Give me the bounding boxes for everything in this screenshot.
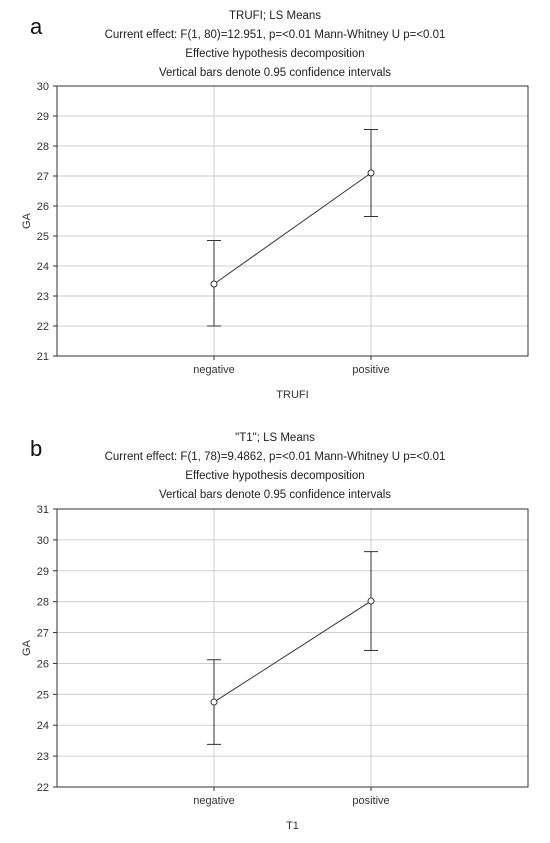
data-point: [210, 280, 218, 288]
x-axis-label: T1: [286, 820, 299, 832]
x-tick-label: negative: [193, 795, 235, 807]
chart-subtitle-ci: Vertical bars denote 0.95 confidence int…: [158, 67, 392, 79]
x-axis-label: TRUFI: [276, 389, 308, 401]
chart-title-block: TRUFI; LS Means Current effect: F(1, 80)…: [0, 7, 550, 83]
y-tick-label: 25: [37, 689, 49, 701]
data-point: [367, 169, 375, 177]
chart-a-svg: 21 22 23 24 25 26 27 28 29 30 negative positive TRUF…: [21, 81, 529, 401]
series-line: [213, 172, 372, 285]
chart-title: TRUFI; LS Means: [228, 10, 322, 22]
y-tick-label: 22: [37, 321, 49, 333]
data-point: [367, 597, 375, 605]
y-tick-label: 24: [37, 720, 49, 732]
y-tick-label: 31: [37, 504, 49, 516]
y-tick-label: 28: [37, 597, 49, 609]
y-axis-label: GA: [21, 212, 33, 229]
panel-letter: a: [30, 14, 43, 39]
x-tick-label: positive: [352, 364, 389, 376]
x-tick-label: negative: [193, 364, 235, 376]
y-axis-label: GA: [21, 639, 33, 656]
y-tick-label: 30: [37, 535, 49, 547]
series-line: [213, 600, 372, 703]
chart-subtitle-effect: Current effect: F(1, 78)=9.4862, p=<0.01…: [104, 451, 446, 463]
data-point: [210, 698, 218, 706]
y-tick-label: 25: [37, 231, 49, 243]
chart-subtitle-ci: Vertical bars denote 0.95 confidence int…: [158, 489, 392, 501]
y-tick-label: 29: [37, 111, 49, 123]
panel-letter: b: [30, 436, 43, 461]
y-tick-label: 23: [37, 291, 49, 303]
y-tick-label: 28: [37, 141, 49, 153]
chart-subtitle-decomposition: Effective hypothesis decomposition: [185, 470, 365, 482]
y-tick-label: 30: [37, 81, 49, 93]
chart-subtitle-decomposition: Effective hypothesis decomposition: [185, 48, 365, 60]
panel-b: b "T1"; LS Means Current effect: F(1, 78…: [0, 422, 550, 843]
y-tick-label: 26: [37, 658, 49, 670]
panel-a: a TRUFI; LS Means Current effect: F(1, 8…: [0, 0, 550, 415]
chart-subtitle-effect: Current effect: F(1, 80)=12.951, p=<0.01…: [104, 29, 446, 41]
y-tick-label: 26: [37, 201, 49, 213]
y-tick-label: 22: [37, 782, 49, 794]
y-tick-label: 21: [37, 351, 49, 363]
y-tick-label: 27: [37, 628, 49, 640]
chart-b-svg: 22 23 24 25 26 27 28 29 30 31 negative positive T1 GA: [21, 504, 529, 832]
y-tick-label: 27: [37, 171, 49, 183]
chart-title: "T1"; LS Means: [235, 432, 315, 444]
plot-frame: [56, 508, 529, 788]
y-tick-label: 24: [37, 261, 49, 273]
chart-title-block: "T1"; LS Means Current effect: F(1, 78)=…: [0, 429, 550, 505]
x-tick-label: positive: [352, 795, 389, 807]
y-tick-label: 29: [37, 566, 49, 578]
y-tick-label: 23: [37, 751, 49, 763]
plot-frame: [56, 85, 529, 357]
